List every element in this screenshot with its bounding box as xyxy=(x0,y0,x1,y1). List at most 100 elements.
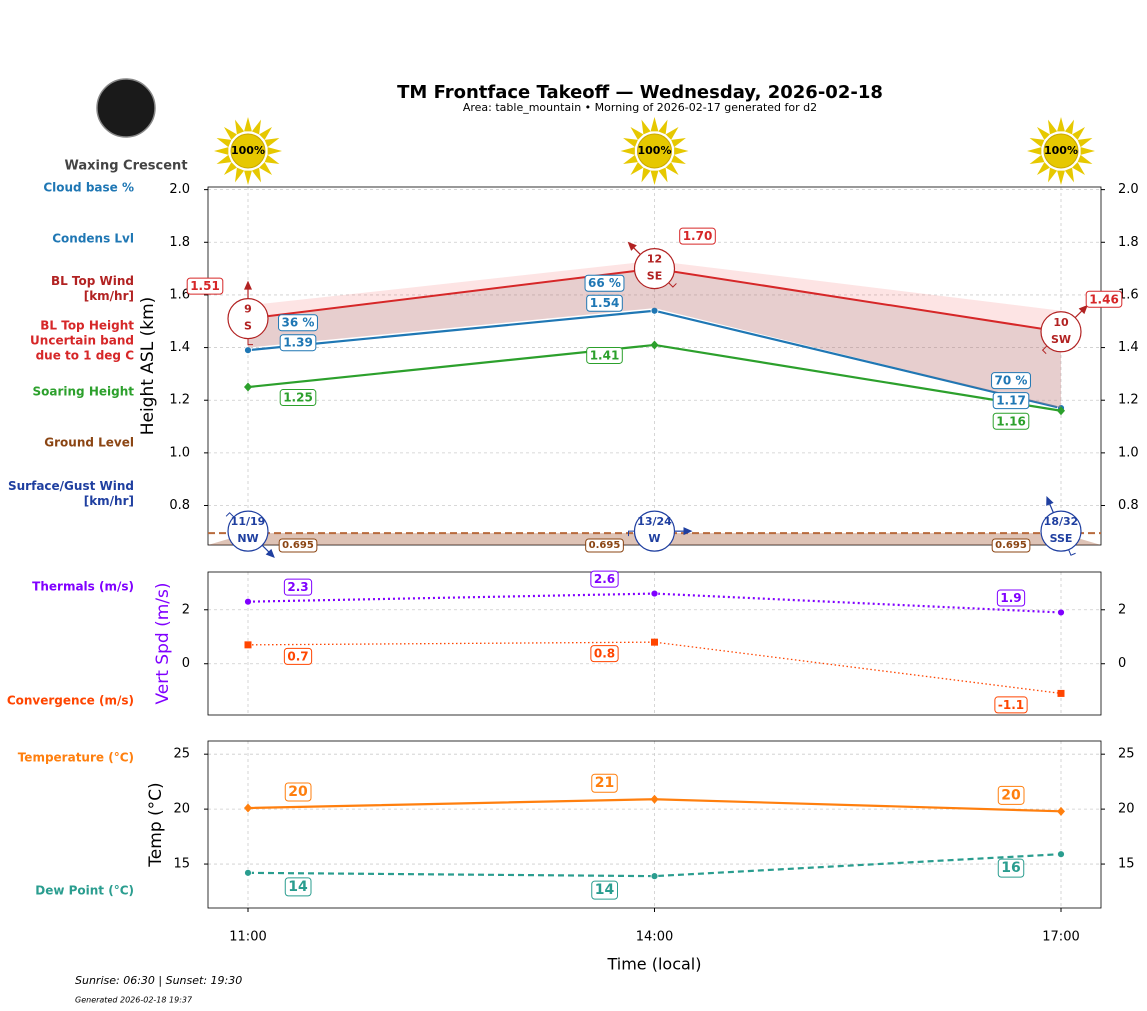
sun-ray xyxy=(1036,126,1050,140)
wind-direction: SW xyxy=(1051,333,1071,346)
label-box xyxy=(590,645,619,663)
point xyxy=(1057,608,1065,617)
sun-ray xyxy=(267,147,282,155)
sun-ray xyxy=(623,137,638,148)
point xyxy=(650,794,659,804)
data-label: 0.7 xyxy=(287,649,308,663)
plot-frame xyxy=(207,571,1102,716)
y-tick-label: 25 xyxy=(173,747,190,762)
y-tick-label-right: 1.2 xyxy=(1118,393,1139,408)
sun-ray xyxy=(264,137,280,148)
y-tick-label-right: 1.4 xyxy=(1118,340,1139,355)
data-label: -1.1 xyxy=(998,698,1024,712)
label-box xyxy=(997,858,1025,878)
wind-circle xyxy=(1040,510,1082,552)
sun-ray xyxy=(1057,170,1065,185)
point xyxy=(244,597,252,606)
sun-disc xyxy=(637,133,672,169)
wind-circle xyxy=(633,248,676,290)
point xyxy=(1057,850,1065,859)
data-label: 0.695 xyxy=(589,540,621,551)
data-label: 0.695 xyxy=(282,540,314,551)
y-tick-label-right: 20 xyxy=(1118,802,1135,817)
wind-speed: 11/19 xyxy=(231,515,266,528)
label-box xyxy=(996,589,1026,607)
label-box xyxy=(279,334,317,352)
data-label: 1.39 xyxy=(283,336,313,350)
sun-ray xyxy=(1029,137,1045,148)
label-box xyxy=(591,773,618,793)
wind-arrow-tail xyxy=(668,282,677,288)
label-box xyxy=(992,392,1030,410)
chart-subtitle: Area: table_mountain • Morning of 2026-0… xyxy=(463,101,817,114)
label-box xyxy=(586,294,623,312)
sun-ray xyxy=(251,167,262,183)
sun-ray xyxy=(251,119,262,135)
row-label: Temperature (°C) xyxy=(17,750,134,765)
point xyxy=(244,803,252,813)
data-label: 1.16 xyxy=(996,414,1026,428)
sun-ray xyxy=(671,154,686,165)
wind-direction: SE xyxy=(647,270,662,283)
wind-speed: 18/32 xyxy=(1044,515,1079,528)
wind-circle xyxy=(227,298,269,340)
row-label: BL Top Height Uncertain band due to 1 de… xyxy=(30,318,134,363)
label-box xyxy=(590,570,619,588)
line xyxy=(247,641,1062,695)
sun-ray xyxy=(674,147,689,155)
label-box xyxy=(991,538,1031,553)
sun-ray xyxy=(1029,154,1045,165)
sun-ray xyxy=(1057,117,1065,132)
sun-ray xyxy=(641,167,651,183)
row-label: Cloud base % xyxy=(43,180,134,195)
label-box xyxy=(586,346,623,364)
y-tick-label: 1.0 xyxy=(169,445,190,460)
sun-ray xyxy=(641,119,651,135)
row-label: Condens Lvl xyxy=(52,231,134,246)
data-label: 20 xyxy=(1001,787,1021,803)
point xyxy=(244,382,252,392)
data-label: 1.46 xyxy=(1089,292,1119,306)
point xyxy=(1057,406,1065,416)
point xyxy=(244,346,252,355)
x-tick-label: 17:00 xyxy=(1042,930,1079,945)
sun-ray xyxy=(244,170,252,185)
y-tick-label-right: 2 xyxy=(1118,602,1126,617)
sun-ray xyxy=(1036,162,1050,176)
y-axis-label: Height ASL (km) xyxy=(138,297,158,436)
sun-icon xyxy=(214,117,282,185)
wind-circle xyxy=(227,510,269,552)
sun-ray xyxy=(216,137,232,148)
wind-circle xyxy=(633,510,676,552)
data-label: 1.70 xyxy=(683,229,713,243)
wind-arrow-tail xyxy=(628,530,635,537)
sun-ray xyxy=(650,117,659,132)
sun-label: 100% xyxy=(638,144,672,157)
row-label: BL Top Wind [km/hr] xyxy=(50,274,134,303)
band-lower xyxy=(248,268,1061,409)
wind-speed: 9 xyxy=(244,303,252,316)
generated-note: Generated 2026-02-18 19:37 xyxy=(75,996,193,1005)
sun-ray xyxy=(214,147,229,155)
y-axis-label: Vert Spd (m/s) xyxy=(153,582,173,704)
sun-ray xyxy=(244,117,252,132)
sun-icon xyxy=(620,117,689,185)
data-label: 66 % xyxy=(588,276,621,290)
wind-arrow-tail xyxy=(247,338,253,346)
y-tick-label: 15 xyxy=(173,857,190,872)
point xyxy=(651,638,658,646)
wind-arrow-head xyxy=(627,241,637,251)
label-box xyxy=(992,412,1030,430)
band xyxy=(248,260,1061,409)
sun-ray xyxy=(1064,119,1075,135)
sun-ray xyxy=(234,119,245,135)
sun-icon xyxy=(1027,117,1095,185)
label-box xyxy=(997,785,1025,805)
sun-ray xyxy=(1080,147,1095,155)
y-tick-label: 1.2 xyxy=(169,393,190,408)
sun-label: 100% xyxy=(1044,144,1078,157)
point xyxy=(244,868,252,877)
label-box xyxy=(283,647,313,665)
point xyxy=(650,872,659,881)
chart-title: TM Frontface Takeoff — Wednesday, 2026-0… xyxy=(397,82,883,103)
